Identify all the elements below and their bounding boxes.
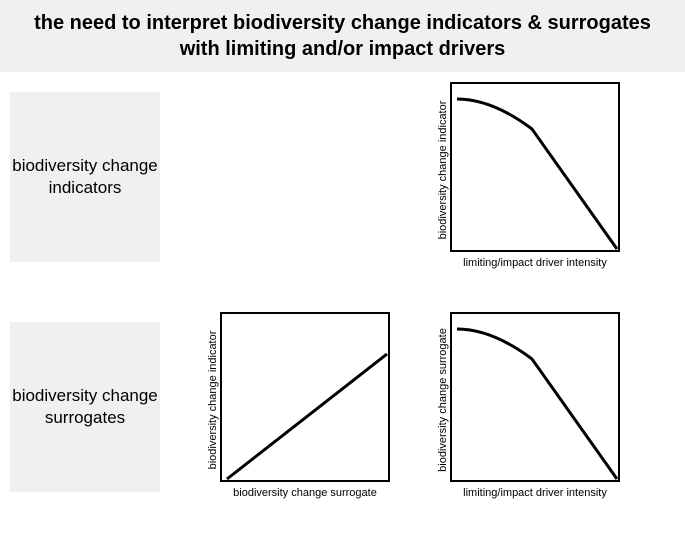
chart-top-right-box <box>450 82 620 252</box>
row-label-indicators-text: biodiversity change indicators <box>10 155 160 199</box>
chart-top-right: biodiversity change indicator limiting/i… <box>430 82 640 292</box>
chart-top-right-svg <box>452 84 622 254</box>
chart-bottom-middle-xlabel: biodiversity change surrogate <box>220 487 390 499</box>
chart-bottom-right-curve <box>457 329 617 479</box>
chart-bottom-right: biodiversity change surrogate limiting/i… <box>430 312 640 522</box>
chart-bottom-middle-box <box>220 312 390 482</box>
chart-bottom-right-svg <box>452 314 622 484</box>
chart-bottom-right-xlabel: limiting/impact driver intensity <box>450 487 620 499</box>
chart-grid: biodiversity change indicators biodivers… <box>0 72 685 542</box>
page-title: the need to interpret biodiversity chang… <box>20 10 665 62</box>
chart-bottom-middle: biodiversity change indicator biodiversi… <box>200 312 410 522</box>
row-label-indicators: biodiversity change indicators <box>10 92 160 262</box>
chart-bottom-right-box <box>450 312 620 482</box>
chart-top-right-ylabel: biodiversity change indicator <box>437 85 449 255</box>
title-bar: the need to interpret biodiversity chang… <box>0 0 685 72</box>
row-label-surrogates-text: biodiversity change surrogates <box>10 385 160 429</box>
chart-bottom-middle-line <box>227 354 387 479</box>
chart-top-right-curve <box>457 99 617 249</box>
chart-top-right-xlabel: limiting/impact driver intensity <box>450 257 620 269</box>
row-label-surrogates: biodiversity change surrogates <box>10 322 160 492</box>
chart-bottom-middle-svg <box>222 314 392 484</box>
chart-bottom-middle-ylabel: biodiversity change indicator <box>207 315 219 485</box>
chart-bottom-right-ylabel: biodiversity change surrogate <box>437 315 449 485</box>
